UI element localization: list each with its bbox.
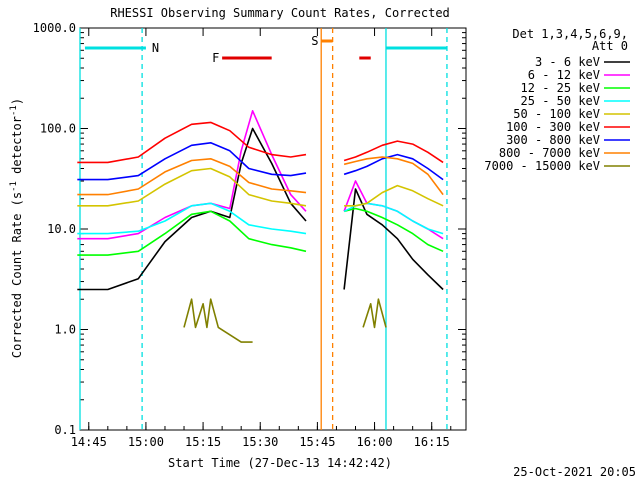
legend-header-attenuator: Att 0 — [592, 39, 628, 53]
footer-date: 25-Oct-2021 20:05 — [513, 465, 636, 479]
x-tick-label: 16:15 — [414, 435, 450, 449]
annotation-label: F — [212, 51, 219, 65]
series-line — [183, 298, 387, 343]
legend-label: 6 - 12 keV — [528, 68, 600, 82]
x-tick-label: 14:45 — [71, 435, 107, 449]
y-tick-label: 10.0 — [47, 222, 76, 236]
series-line — [77, 202, 444, 235]
y-axis-label-main: Corrected Count Rate (s — [10, 192, 24, 358]
series-line — [77, 121, 444, 164]
legend-label: 300 - 800 keV — [506, 133, 600, 147]
y-axis-label-mid: detector — [10, 116, 24, 181]
series-line — [77, 207, 444, 256]
plot-area: 0.1 1.0 10.0 100.0 1000.0 14:45 15:00 15:15 15:3… — [33, 21, 467, 449]
legend-header-detectors: Det 1,3,4,5,6,9, — [512, 27, 628, 41]
y-tick-label: 100.0 — [40, 122, 76, 136]
x-tick-label: 15:15 — [185, 435, 221, 449]
x-tick-label: 15:45 — [299, 435, 335, 449]
annotation-label: S — [311, 34, 318, 48]
legend-label: 25 - 50 keV — [521, 94, 600, 108]
series-line — [77, 142, 444, 181]
x-tick-label: 15:30 — [242, 435, 278, 449]
legend-label: 800 - 7000 keV — [499, 146, 600, 160]
annotation-label: N — [152, 41, 159, 55]
legend-label: 50 - 100 keV — [513, 107, 600, 121]
x-tick-label: 16:00 — [356, 435, 392, 449]
series-line — [77, 127, 444, 291]
x-tick-label: 15:00 — [128, 435, 164, 449]
y-tick-label: 1000.0 — [33, 21, 76, 35]
y-tick-label: 0.1 — [54, 423, 76, 437]
chart-title: RHESSI Observing Summary Count Rates, Co… — [110, 6, 450, 20]
legend-label: 12 - 25 keV — [521, 81, 600, 95]
x-axis-label: Start Time (27-Dec-13 14:42:42) — [168, 456, 392, 470]
legend-label: 7000 - 15000 keV — [484, 159, 600, 173]
y-axis-label-end: ) — [10, 98, 24, 105]
y-tick-label: 1.0 — [54, 323, 76, 337]
y-axis-label: Corrected Count Rate (s-1 detector-1) — [9, 98, 24, 358]
y-axis-label-sup1: -1 — [9, 181, 19, 192]
series-line — [77, 167, 444, 207]
series-line — [77, 156, 444, 196]
legend-label: 3 - 6 keV — [535, 55, 600, 69]
legend-label: 100 - 300 keV — [506, 120, 600, 134]
y-axis-label-sup2: -1 — [9, 105, 19, 116]
